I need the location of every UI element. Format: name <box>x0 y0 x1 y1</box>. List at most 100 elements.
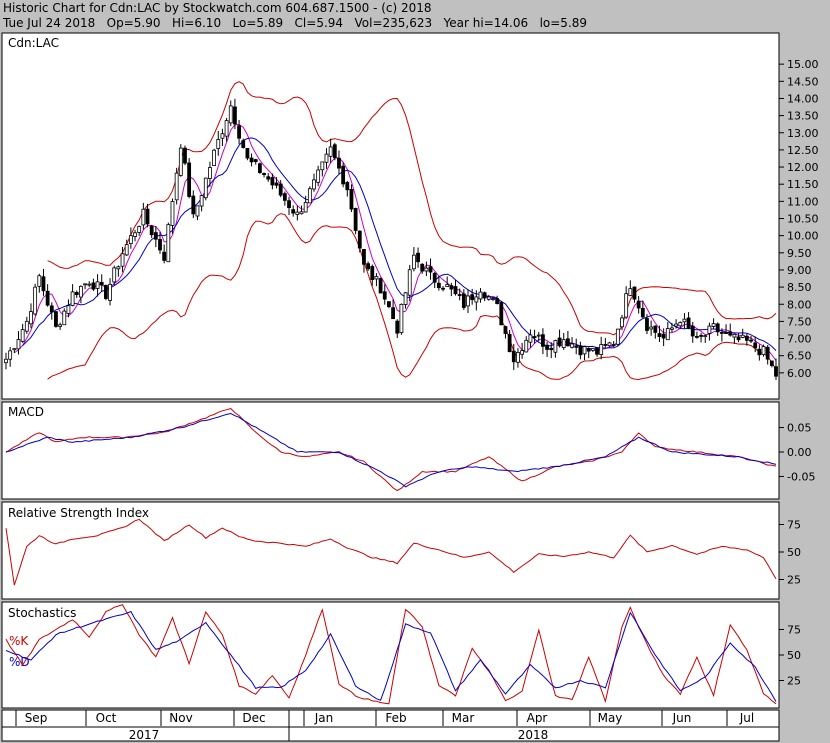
candlestick <box>665 322 670 341</box>
candle-body <box>295 211 300 215</box>
candlestick <box>70 284 75 307</box>
candle-body <box>753 342 758 349</box>
candle-body <box>49 305 54 313</box>
stochastics-series-line <box>5 610 777 702</box>
candle-body <box>249 157 254 163</box>
candle-body <box>374 276 379 280</box>
candlestick <box>220 128 225 147</box>
candlestick <box>511 343 516 370</box>
candlestick <box>257 162 262 174</box>
candle-body <box>670 327 674 330</box>
candlestick <box>441 286 445 292</box>
candle-body <box>212 149 217 167</box>
candle-body <box>378 278 383 294</box>
rsi-panel-title: Relative Strength Index <box>8 506 149 520</box>
candlestick <box>228 100 233 127</box>
price-tick-label: 8.00 <box>787 298 812 311</box>
candle-body <box>382 291 387 300</box>
candle-body <box>395 320 400 334</box>
candlestick <box>4 352 8 370</box>
candlestick <box>24 316 29 334</box>
candle-body <box>357 230 362 249</box>
candle-body <box>233 106 237 125</box>
candlestick <box>295 205 300 221</box>
candle-body <box>507 333 512 353</box>
candlestick <box>470 288 475 305</box>
candle-body <box>516 352 520 363</box>
candle-body <box>715 323 720 333</box>
candlestick <box>108 278 112 306</box>
candle-body <box>603 344 608 346</box>
candle-body <box>54 311 58 327</box>
candle-body <box>420 263 425 272</box>
candlestick <box>162 244 167 264</box>
candle-body <box>682 318 687 323</box>
candle-body <box>387 301 391 308</box>
candlestick <box>120 246 125 273</box>
candlestick <box>312 173 316 192</box>
candlestick <box>636 296 641 314</box>
candle-body <box>557 337 562 346</box>
candlestick <box>765 345 770 365</box>
candle-body <box>482 292 487 299</box>
candlestick <box>449 282 454 297</box>
candle-body <box>761 346 766 355</box>
ma-long-line <box>22 137 777 351</box>
candle-body <box>228 105 233 124</box>
candlestick <box>711 318 716 329</box>
candle-body <box>703 335 708 338</box>
candlestick <box>649 320 654 336</box>
candle-body <box>728 331 733 336</box>
candle-body <box>270 177 275 186</box>
candlestick <box>174 167 179 205</box>
candle-body <box>124 244 129 256</box>
candlestick <box>62 308 67 326</box>
candlestick <box>49 302 54 320</box>
bollinger-bands <box>47 81 777 381</box>
candlestick <box>45 284 50 307</box>
candle-body <box>70 291 75 306</box>
macd-panel-title: MACD <box>8 405 44 419</box>
candlestick <box>474 290 479 311</box>
candle-body <box>41 276 46 292</box>
candle-body <box>744 335 749 341</box>
candlestick <box>316 165 321 187</box>
candle-body <box>341 165 346 185</box>
candle-body <box>478 291 483 300</box>
candlestick <box>541 328 545 355</box>
candlestick <box>245 147 250 161</box>
time-axis-panel <box>1 709 780 742</box>
candle-body <box>524 339 529 353</box>
candlestick <box>324 148 329 169</box>
candle-body <box>582 346 587 355</box>
candle-body <box>574 345 579 348</box>
candle-body <box>274 182 279 186</box>
candle-body <box>216 139 221 149</box>
candle-body <box>695 336 699 338</box>
candle-body <box>328 146 333 157</box>
stochastics-tick-label: 50 <box>787 649 801 662</box>
candle-body <box>545 344 549 350</box>
candlestick <box>353 207 358 235</box>
candlestick <box>199 195 204 212</box>
candle-body <box>416 252 420 263</box>
macd-panel <box>1 401 780 500</box>
price-tick-label: 12.00 <box>787 161 819 174</box>
candlestick <box>282 191 287 206</box>
price-tick-label: 9.00 <box>787 264 812 277</box>
price-tick-label: 7.50 <box>787 315 812 328</box>
candle-body <box>636 300 641 309</box>
candle-body <box>407 269 412 296</box>
candle-body <box>736 336 741 341</box>
bollinger-upper <box>47 81 777 336</box>
candlestick <box>528 329 533 348</box>
candlestick <box>607 341 612 347</box>
candlestick <box>403 291 408 309</box>
indicator-lines <box>5 408 777 705</box>
candle-body <box>432 273 437 283</box>
price-tick-label: 14.00 <box>787 92 819 105</box>
candle-body <box>640 307 645 318</box>
candle-body <box>137 226 142 233</box>
candle-body <box>337 157 341 169</box>
candle-body <box>466 295 470 307</box>
